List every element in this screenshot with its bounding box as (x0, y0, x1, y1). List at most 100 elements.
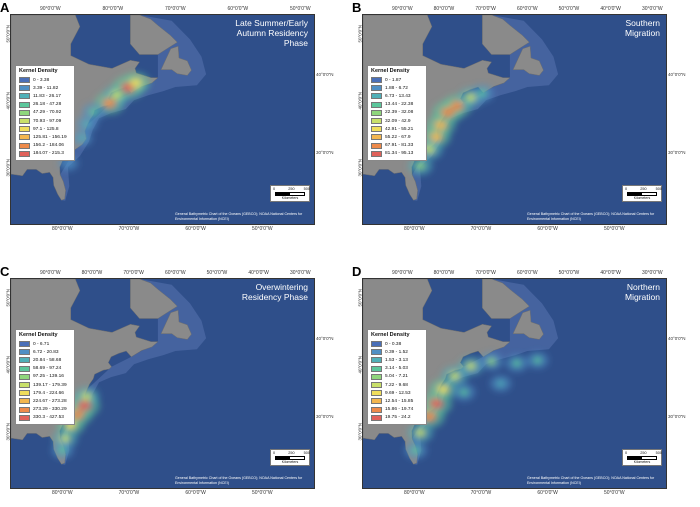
legend-item: 22.39 - 32.08 (371, 109, 423, 117)
longitude-label-top: 50°0'0"W (558, 270, 580, 276)
latitude-label-left: 30°0'0"N (357, 422, 363, 441)
legend-item: 81.34 - 95.13 (371, 150, 423, 158)
longitude-label-bottom: 50°0'0"W (252, 226, 273, 232)
legend-item: 6.72 - 20.83 (19, 348, 71, 356)
density-core (486, 357, 497, 366)
legend-item: 156.2 - 184.06 (19, 142, 71, 150)
legend-label: 20.84 - 58.68 (33, 357, 62, 363)
legend-item: 20.84 - 58.68 (19, 356, 71, 364)
legend-swatch (19, 365, 30, 372)
panel-letter: D (352, 264, 362, 279)
density-layer (408, 84, 494, 176)
legend-swatch (19, 134, 30, 141)
legend-swatch (19, 150, 30, 157)
map-panel-b: B 90°0'0"W 80°0'0"W 70°0'0"W 60°0'0"W 50°0'0"… (352, 0, 692, 233)
latitude-label-right: 40°0'0"N (316, 72, 334, 77)
legend-item: 97.25 - 139.16 (19, 373, 71, 381)
latitude-label-left: 30°0'0"N (5, 158, 11, 177)
legend-label: 0.39 - 1.52 (385, 349, 408, 355)
legend-swatch (19, 142, 30, 149)
longitude-label-top: 80°0'0"W (433, 6, 455, 12)
map-canvas: Late Summer/Early Autumn Residency Phase Ke… (10, 14, 315, 225)
legend-item: 0 - 3.38 (19, 76, 71, 84)
latitude-label-right: 30°0'0"N (668, 414, 686, 419)
land-newfoundland (160, 309, 192, 340)
legend-label: 6.73 - 13.43 (385, 93, 411, 99)
legend-swatch (19, 85, 30, 92)
legend-item: 273.29 - 330.29 (19, 406, 71, 414)
scale-bar: 0 250 500 Kilometers (270, 185, 310, 202)
land-labrador (482, 279, 530, 319)
longitude-label-top: 50°0'0"W (558, 6, 580, 12)
legend-item: 0 - 6.71 (19, 340, 71, 348)
land-newfoundland (512, 45, 544, 76)
density-core (512, 359, 522, 367)
legend-swatch (371, 382, 382, 389)
legend-label: 6.72 - 20.83 (33, 349, 59, 355)
legend-item: 184.07 - 215.3 (19, 150, 71, 158)
legend-swatch (371, 357, 382, 364)
scale-tick-label: 250 (288, 187, 295, 191)
density-core (77, 400, 92, 411)
legend-swatch (371, 134, 382, 141)
legend-label: 0 - 6.71 (33, 341, 50, 347)
longitude-label-top: 90°0'0"W (40, 270, 61, 276)
legend-title: Kernel Density (19, 332, 58, 338)
density-core (82, 120, 91, 128)
latitude-label-left: 40°0'0"N (5, 355, 11, 374)
legend-label: 97.1 - 125.8 (33, 126, 59, 132)
legend-label: 11.83 - 26.17 (33, 93, 61, 99)
latitude-label-left: 50°0'0"N (357, 24, 363, 43)
legend-swatch (371, 365, 382, 372)
legend-label: 15.86 - 19.74 (385, 407, 414, 413)
density-core (430, 132, 443, 142)
longitude-label-bottom: 80°0'0"W (404, 490, 425, 496)
longitude-label-bottom: 80°0'0"W (52, 226, 73, 232)
legend-label: 70.93 - 97.09 (33, 118, 62, 124)
legend-label: 1.53 - 3.13 (385, 357, 408, 363)
legend-item: 139.17 - 179.39 (19, 381, 71, 389)
scale-tick-label: 500 (303, 187, 310, 191)
panel-title-line: Late Summer/Early (235, 18, 308, 28)
legend-item: 1.88 - 6.72 (371, 84, 423, 92)
panel-title-line: Northern (626, 282, 660, 292)
density-core (78, 135, 86, 142)
legend-label: 0 - 1.87 (385, 77, 402, 83)
density-core (81, 392, 92, 401)
legend-item: 6.73 - 13.43 (371, 92, 423, 100)
panel-title-line: Overwintering (255, 282, 308, 292)
legend-swatch (371, 85, 382, 92)
density-core (429, 398, 444, 410)
density-core (533, 356, 542, 364)
legend-swatch (19, 390, 30, 397)
legend-swatch (19, 382, 30, 389)
latitude-label-left: 30°0'0"N (5, 422, 11, 441)
legend-swatch (19, 77, 30, 84)
longitude-label-top: 60°0'0"W (165, 270, 186, 276)
density-core (103, 98, 117, 109)
legend-swatch (371, 390, 382, 397)
legend-swatch (371, 101, 382, 108)
legend-label: 13.44 - 22.38 (385, 102, 414, 108)
density-core (60, 434, 71, 443)
legend-swatch (19, 109, 30, 116)
legend-label: 139.17 - 179.39 (33, 382, 67, 388)
legend-label: 0 - 3.38 (33, 77, 50, 83)
panel-title-line: Autumn Residency (236, 28, 308, 39)
longitude-label-bottom: 50°0'0"W (252, 490, 273, 496)
density-core (111, 90, 122, 100)
density-core (64, 160, 72, 166)
panel-letter: A (0, 0, 10, 15)
longitude-label-top: 80°0'0"W (81, 270, 103, 276)
longitude-label-top: 70°0'0"W (165, 6, 186, 12)
scale-tick-label: 0 (273, 187, 276, 191)
density-core (58, 446, 67, 454)
longitude-label-top: 60°0'0"W (227, 6, 249, 12)
scale-line (275, 192, 305, 196)
legend-swatch (19, 93, 30, 100)
legend-item: 0.39 - 1.52 (371, 348, 423, 356)
longitude-label-top: 90°0'0"W (392, 6, 413, 12)
legend-label: 47.29 - 70.92 (33, 110, 62, 116)
legend-label: 330.3 - 427.53 (33, 415, 64, 421)
legend-item: 9.69 - 12.53 (371, 389, 423, 397)
